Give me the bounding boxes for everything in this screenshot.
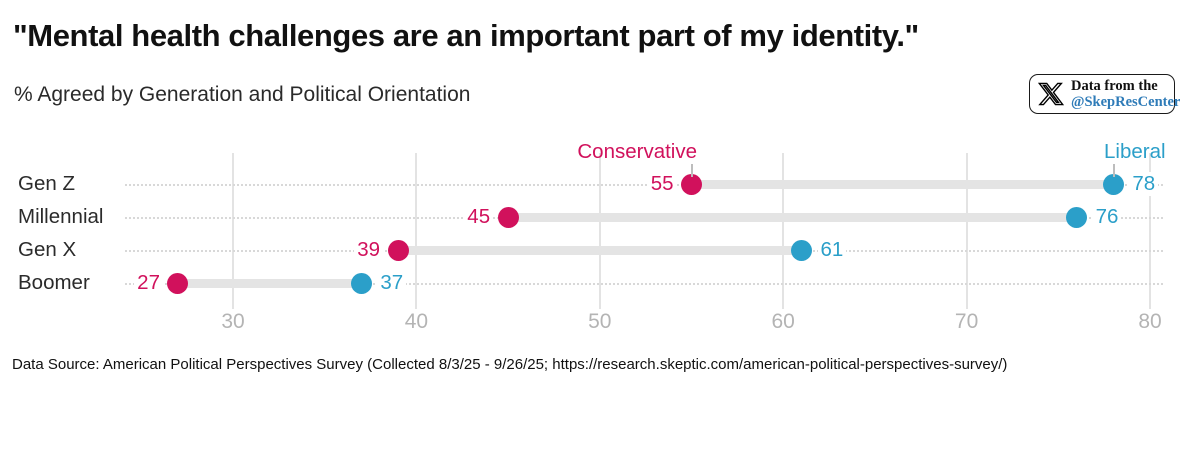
credit-badge: Data from the @SkepResCenter xyxy=(1029,74,1180,114)
credit-badge-line1: Data from the xyxy=(1071,77,1158,94)
conservative-value-label: 39 xyxy=(354,238,384,262)
legend-conservative-pointer xyxy=(691,164,693,177)
x-tick-label: 70 xyxy=(954,310,979,333)
conservative-value-label: 45 xyxy=(464,205,494,229)
conservative-value-label: 27 xyxy=(134,271,163,295)
conservative-dot xyxy=(497,207,519,228)
x-logo-icon xyxy=(1038,82,1064,106)
liberal-dot xyxy=(1066,207,1088,228)
liberal-dot xyxy=(791,240,813,261)
liberal-dot xyxy=(1102,174,1124,195)
legend-liberal-label: Liberal xyxy=(1104,140,1166,163)
liberal-value-label: 78 xyxy=(1129,172,1159,196)
liberal-value-label: 37 xyxy=(377,271,407,295)
x-tick-label: 50 xyxy=(588,310,612,333)
category-label: Millennial xyxy=(18,204,104,228)
x-tick-label: 30 xyxy=(221,310,245,333)
category-label: Gen Z xyxy=(18,171,75,195)
category-label: Gen X xyxy=(18,237,77,261)
x-gridline xyxy=(598,153,601,309)
x-gridline xyxy=(232,153,234,309)
data-source-note: Data Source: American Political Perspect… xyxy=(12,356,1008,373)
x-gridline xyxy=(782,153,785,309)
dumbbell-connector xyxy=(691,180,1114,189)
category-label: Boomer xyxy=(18,270,90,294)
conservative-dot xyxy=(681,174,702,195)
row-dotted-line xyxy=(125,282,1163,285)
legend-liberal-pointer xyxy=(1113,164,1115,177)
liberal-value-label: 76 xyxy=(1092,205,1122,229)
conservative-dot xyxy=(387,240,409,261)
x-gridline xyxy=(1149,153,1151,309)
conservative-value-label: 55 xyxy=(647,172,677,196)
credit-badge-handle: @SkepResCenter xyxy=(1071,94,1181,110)
legend-conservative-label: Conservative xyxy=(577,140,697,163)
x-tick-label: 80 xyxy=(1138,310,1162,333)
x-tick-label: 60 xyxy=(771,310,795,333)
row-dotted-line xyxy=(125,183,1163,186)
credit-badge-text: Data from the @SkepResCenter xyxy=(1071,78,1180,110)
dumbbell-connector xyxy=(177,279,362,288)
chart-subtitle: % Agreed by Generation and Political Ori… xyxy=(14,83,471,106)
dumbbell-connector xyxy=(508,213,1077,222)
chart-title: "Mental health challenges are an importa… xyxy=(13,18,919,53)
x-gridline xyxy=(965,153,968,309)
x-tick-label: 40 xyxy=(404,310,429,333)
liberal-value-label: 61 xyxy=(817,238,847,262)
liberal-dot xyxy=(350,273,372,294)
x-gridline xyxy=(415,153,418,309)
conservative-dot xyxy=(167,273,189,294)
dumbbell-connector xyxy=(398,246,802,255)
